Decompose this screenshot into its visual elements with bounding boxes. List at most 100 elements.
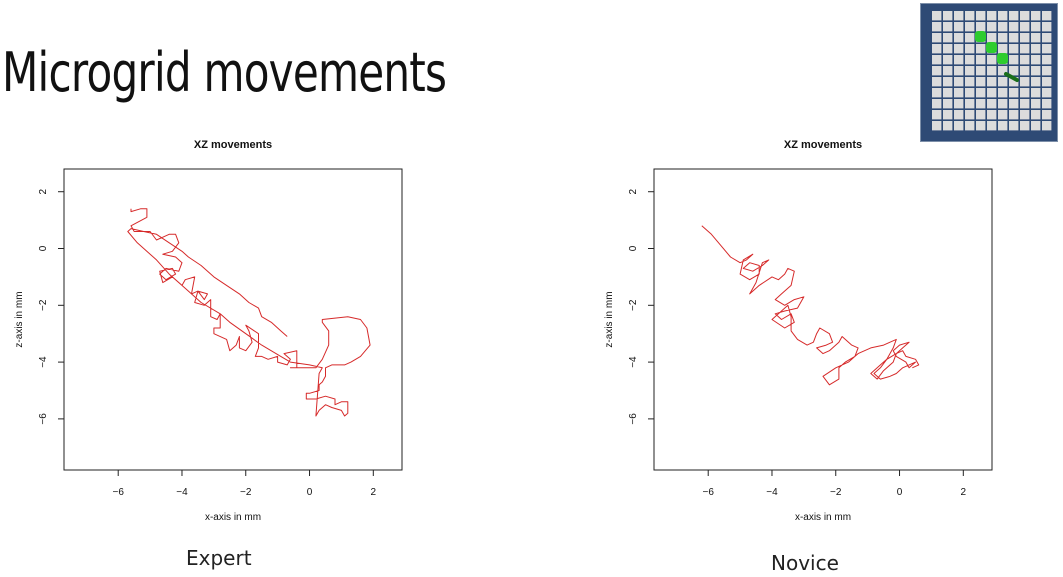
- microgrid-cell: [1009, 88, 1019, 98]
- novice-movement-trace: [701, 225, 920, 386]
- microgrid-cell: [998, 77, 1008, 87]
- expert-chart-svg: XZ movements x-axis in mm z-axis in mm −…: [14, 139, 403, 523]
- microgrid-cell: [1020, 33, 1030, 43]
- microgrid-cell: [987, 33, 997, 43]
- microgrid-cell: [932, 55, 942, 65]
- novice-x-tick-label: −2: [830, 487, 842, 498]
- microgrid-cell: [932, 11, 942, 21]
- expert-x-axis-label: x-axis in mm: [205, 512, 261, 523]
- microgrid-cell: [998, 99, 1008, 109]
- microgrid-cell: [1020, 66, 1030, 76]
- microgrid-cell: [943, 55, 953, 65]
- expert-chart: XZ movements x-axis in mm z-axis in mm −…: [8, 135, 418, 540]
- microgrid-cell: [1009, 110, 1019, 120]
- microgrid-cell: [998, 44, 1008, 54]
- microgrid-cell: [943, 77, 953, 87]
- microgrid-cell: [1031, 55, 1041, 65]
- novice-y-tick-label: −6: [628, 413, 639, 425]
- microgrid-cell: [954, 44, 964, 54]
- expert-movement-trace: [127, 208, 371, 417]
- microgrid-cell: [976, 77, 986, 87]
- expert-y-axis-label: z-axis in mm: [14, 291, 25, 347]
- microgrid-cell: [998, 66, 1008, 76]
- microgrid-cell: [1031, 121, 1041, 131]
- slide-title: Microgrid movements: [2, 41, 447, 104]
- microgrid-cell: [1031, 11, 1041, 21]
- microgrid-cell: [954, 33, 964, 43]
- microgrid-cell: [1042, 88, 1052, 98]
- novice-plot-frame: [653, 168, 993, 471]
- microgrid-cell: [943, 66, 953, 76]
- microgrid-cell: [1042, 110, 1052, 120]
- microgrid-cell: [998, 11, 1008, 21]
- microgrid-cell: [1042, 44, 1052, 54]
- microgrid-cell: [932, 33, 942, 43]
- microgrid-thumbnail: [920, 3, 1058, 142]
- microgrid-cell: [1031, 33, 1041, 43]
- microgrid-cell: [1020, 11, 1030, 21]
- microgrid-cell: [954, 11, 964, 21]
- microgrid-cell: [1031, 44, 1041, 54]
- microgrid-thumbnail-graphic: [932, 11, 1052, 131]
- microgrid-cell: [1009, 77, 1019, 87]
- microgrid-cell: [932, 44, 942, 54]
- microgrid-cell: [1031, 99, 1041, 109]
- microgrid-cell: [1020, 77, 1030, 87]
- microgrid-cell: [1042, 99, 1052, 109]
- microgrid-highlight-cell: [986, 42, 997, 53]
- novice-y-tick-label: 2: [628, 188, 639, 194]
- expert-chart-title: XZ movements: [194, 139, 272, 151]
- expert-y-tick-label: −6: [38, 413, 49, 425]
- microgrid-cell: [932, 99, 942, 109]
- expert-x-tick-label: 2: [371, 487, 377, 498]
- microgrid-cell: [965, 99, 975, 109]
- microgrid-cell: [1031, 66, 1041, 76]
- novice-caption: Novice: [771, 551, 839, 575]
- microgrid-cell: [1031, 77, 1041, 87]
- microgrid-cell: [965, 88, 975, 98]
- microgrid-cell: [1042, 77, 1052, 87]
- microgrid-cell: [976, 110, 986, 120]
- microgrid-cell: [1042, 22, 1052, 32]
- microgrid-cell: [943, 11, 953, 21]
- microgrid-cell: [976, 44, 986, 54]
- microgrid-cell: [965, 121, 975, 131]
- microgrid-cell: [1020, 88, 1030, 98]
- expert-x-tick-label: −4: [176, 487, 188, 498]
- novice-y-tick-label: 0: [628, 245, 639, 251]
- microgrid-highlight-cell: [975, 31, 986, 42]
- microgrid-cell: [1009, 22, 1019, 32]
- microgrid-cell: [987, 66, 997, 76]
- novice-y-tick-label: −4: [628, 356, 639, 368]
- microgrid-cell: [965, 22, 975, 32]
- novice-y-axis-label: z-axis in mm: [604, 291, 615, 347]
- microgrid-cell: [987, 99, 997, 109]
- microgrid-cell: [987, 11, 997, 21]
- microgrid-cell: [1020, 110, 1030, 120]
- microgrid-cell: [1031, 88, 1041, 98]
- microgrid-cell: [998, 22, 1008, 32]
- microgrid-cell: [1009, 66, 1019, 76]
- expert-x-tick-label: 0: [307, 487, 313, 498]
- microgrid-cell: [1009, 99, 1019, 109]
- microgrid-cell: [954, 110, 964, 120]
- expert-caption: Expert: [186, 546, 252, 570]
- microgrid-cell: [932, 22, 942, 32]
- novice-chart-title: XZ movements: [784, 139, 862, 151]
- novice-chart: XZ movements x-axis in mm z-axis in mm −…: [598, 135, 1008, 540]
- microgrid-cell: [943, 121, 953, 131]
- novice-x-tick-label: −6: [703, 487, 715, 498]
- microgrid-cell: [976, 22, 986, 32]
- microgrid-cell: [932, 66, 942, 76]
- microgrid-cell: [987, 77, 997, 87]
- microgrid-cell: [1009, 55, 1019, 65]
- microgrid-cell: [987, 110, 997, 120]
- microgrid-cell: [1009, 33, 1019, 43]
- microgrid-cell: [1042, 55, 1052, 65]
- microgrid-path: [1004, 72, 1019, 82]
- novice-x-axis-label: x-axis in mm: [795, 512, 851, 523]
- microgrid-cell: [998, 33, 1008, 43]
- microgrid-cell: [965, 66, 975, 76]
- microgrid-cell: [1042, 66, 1052, 76]
- novice-x-tick-label: 0: [897, 487, 903, 498]
